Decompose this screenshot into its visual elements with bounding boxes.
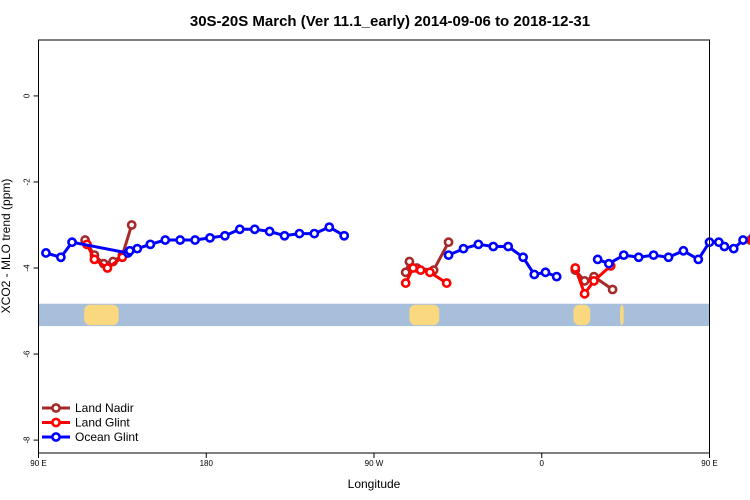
data-point-ocean-glint: [264, 226, 275, 237]
land-mass: [573, 304, 591, 326]
series-layer: [41, 220, 750, 299]
chart-title: 30S-20S March (Ver 11.1_early) 2014-09-0…: [190, 13, 590, 30]
data-point-land-glint: [441, 278, 452, 288]
y-axis-label: XCO2 - MLO trend (ppm): [0, 179, 13, 314]
y-tick-label: 0: [23, 93, 32, 98]
x-tick-label: 90 E: [701, 459, 717, 468]
data-point-ocean-glint: [339, 230, 350, 241]
data-point-ocean-glint: [443, 250, 454, 261]
legend-marker: [51, 432, 61, 442]
series-ocean-glint: [41, 222, 750, 282]
legend-label: Land Nadir: [75, 401, 134, 415]
data-point-land-glint: [570, 263, 581, 273]
series-line-land-nadir: [574, 269, 614, 291]
y-tick-label: -6: [23, 350, 32, 358]
data-point-ocean-glint: [294, 228, 305, 239]
data-point-ocean-glint: [190, 235, 200, 245]
data-point-ocean-glint: [67, 237, 77, 248]
series-line-land-glint: [573, 264, 612, 296]
y-axis: 0 -2 -4 -6 -8: [23, 93, 39, 444]
legend-item-land-glint: Land Glint: [42, 416, 130, 430]
data-point-land-glint: [102, 263, 113, 273]
y-tick-label: -2: [23, 178, 32, 186]
data-point-ocean-glint: [124, 245, 135, 256]
x-axis: 90 E 180 90 W 0 90 E: [30, 453, 718, 468]
data-point-land-nadir: [443, 237, 454, 248]
x-tick-label: 180: [200, 459, 214, 468]
legend-marker: [51, 417, 61, 428]
data-point-land-glint: [89, 254, 100, 265]
data-point-ocean-glint: [160, 235, 171, 245]
legend-marker: [51, 403, 61, 413]
data-point-ocean-glint: [205, 232, 215, 243]
data-point-ocean-glint: [663, 252, 674, 263]
data-point-ocean-glint: [551, 271, 562, 282]
data-point-ocean-glint: [132, 243, 143, 254]
data-point-ocean-glint: [529, 269, 540, 280]
data-point-ocean-glint: [719, 241, 730, 252]
y-tick-label: -8: [23, 436, 32, 444]
series-line-land-glint: [85, 243, 124, 270]
data-point-ocean-glint: [324, 222, 335, 233]
x-tick-label: 90 E: [30, 459, 46, 468]
data-point-ocean-glint: [678, 245, 689, 256]
data-point-ocean-glint: [41, 248, 51, 258]
y-tick-label: -4: [23, 264, 32, 272]
data-point-land-glint: [400, 278, 411, 288]
data-point-ocean-glint: [648, 250, 659, 261]
data-point-ocean-glint: [145, 239, 156, 250]
x-tick-label: 0: [540, 459, 545, 468]
data-point-land-nadir: [607, 284, 618, 295]
data-point-land-glint: [415, 265, 426, 276]
data-point-land-glint: [579, 288, 590, 299]
data-point-ocean-glint: [458, 243, 469, 254]
legend-item-ocean-glint: Ocean Glint: [42, 430, 139, 444]
data-point-ocean-glint: [592, 254, 603, 265]
land-ocean-band: [38, 303, 710, 327]
data-point-ocean-glint: [234, 224, 245, 235]
data-point-ocean-glint: [693, 254, 704, 265]
data-point-ocean-glint: [540, 267, 551, 278]
legend-label: Land Glint: [75, 416, 130, 430]
data-point-ocean-glint: [603, 258, 614, 269]
land-mass: [409, 304, 440, 326]
data-point-ocean-glint: [738, 235, 748, 245]
legend-item-land-nadir: Land Nadir: [42, 401, 134, 415]
x-tick-label: 90 W: [365, 459, 384, 468]
ocean-band: [38, 303, 710, 327]
data-point-land-glint: [408, 263, 419, 273]
data-point-ocean-glint: [279, 230, 290, 241]
data-point-land-glint: [589, 276, 599, 286]
data-point-land-nadir: [400, 267, 411, 278]
data-point-land-nadir: [126, 220, 137, 230]
series-land-glint: [82, 235, 750, 299]
data-point-ocean-glint: [503, 241, 514, 252]
land-mass: [84, 304, 119, 326]
legend-label: Ocean Glint: [75, 430, 139, 444]
data-point-ocean-glint: [309, 228, 320, 239]
data-point-ocean-glint: [618, 250, 629, 261]
data-point-ocean-glint: [488, 241, 499, 252]
data-point-ocean-glint: [175, 235, 186, 245]
data-point-ocean-glint: [518, 252, 529, 263]
data-point-ocean-glint: [473, 239, 484, 250]
x-axis-label: Longitude: [348, 477, 401, 491]
data-point-land-glint: [425, 267, 435, 278]
data-point-ocean-glint: [55, 252, 66, 263]
land-mass: [620, 304, 624, 326]
data-point-ocean-glint: [219, 230, 230, 241]
data-point-ocean-glint: [249, 224, 260, 235]
data-point-ocean-glint: [633, 252, 644, 263]
data-point-ocean-glint: [728, 243, 739, 254]
